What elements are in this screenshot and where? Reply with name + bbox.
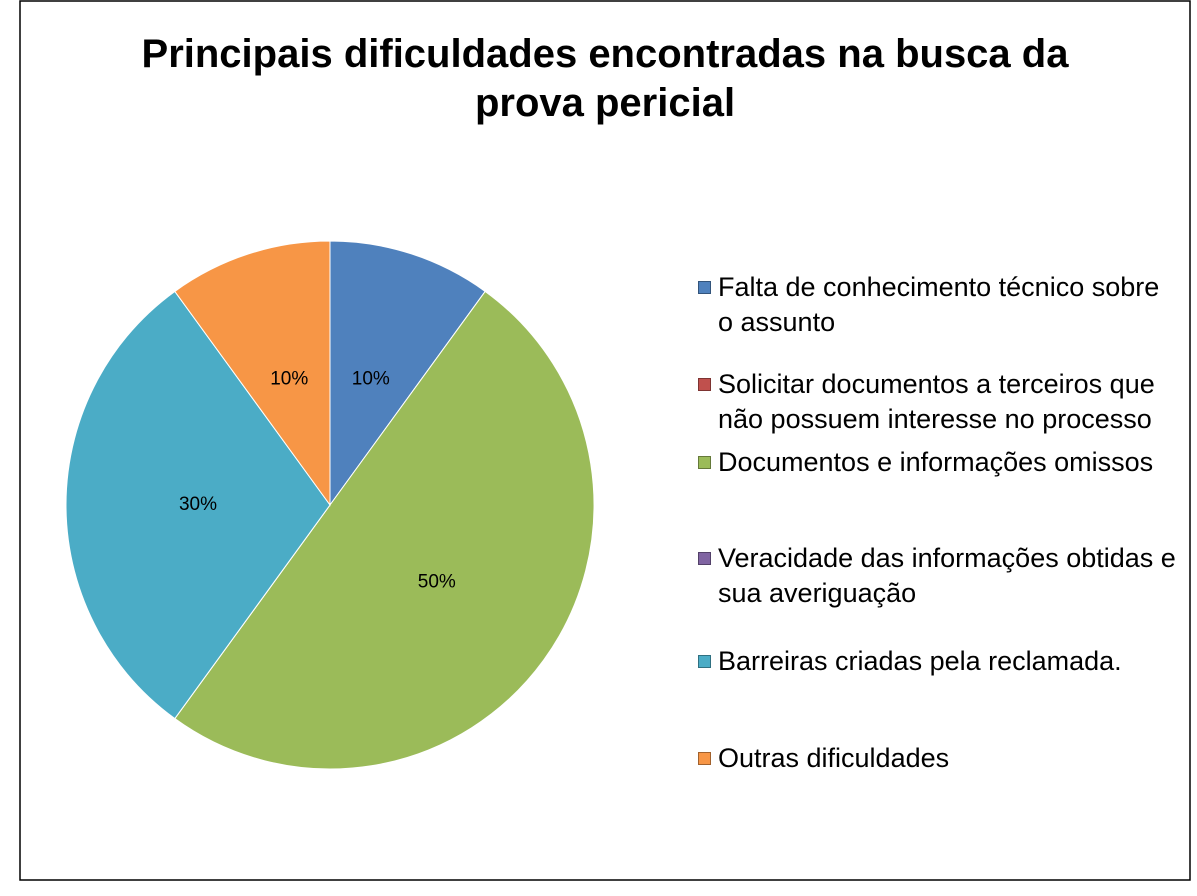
legend-label: Documentos e informações omissos [718,447,1154,477]
legend-item: Veracidade das informações obtidas e sua… [698,541,1180,611]
pie-slice [65,290,331,720]
pie: 10% 50% 30% 10% [65,240,595,770]
legend-label: Outras dificuldades [718,743,950,773]
data-label: 50% [418,572,456,593]
data-label: 10% [352,368,390,389]
data-label: 30% [179,494,217,515]
legend-label: Solicitar documentos a terceiros que não… [718,369,1155,434]
legend-swatch [698,752,711,765]
legend-label: Veracidade das informações obtidas e sua… [718,543,1176,608]
chart-frame [19,0,1191,881]
legend-item: Falta de conhecimento técnico sobre o as… [698,270,1180,340]
legend-label: Barreiras criadas pela reclamada. [718,646,1122,676]
chart-title: Principais dificuldades encontradas na b… [141,32,1069,125]
legend-swatch [698,552,711,565]
legend-swatch [698,655,711,668]
legend-item: Outras dificuldades [698,741,1180,776]
legend-swatch [698,378,711,391]
legend-label: Falta de conhecimento técnico sobre o as… [718,272,1160,337]
legend-item: Documentos e informações omissos [698,445,1180,480]
legend-swatch [698,456,711,469]
legend-item: Solicitar documentos a terceiros que não… [698,367,1180,437]
pie-slice [174,290,595,770]
legend-swatch [698,281,711,294]
pie-slice [174,240,331,507]
legend-item: Barreiras criadas pela reclamada. [698,644,1180,679]
data-label: 10% [270,368,308,389]
pie-slice [329,240,486,507]
